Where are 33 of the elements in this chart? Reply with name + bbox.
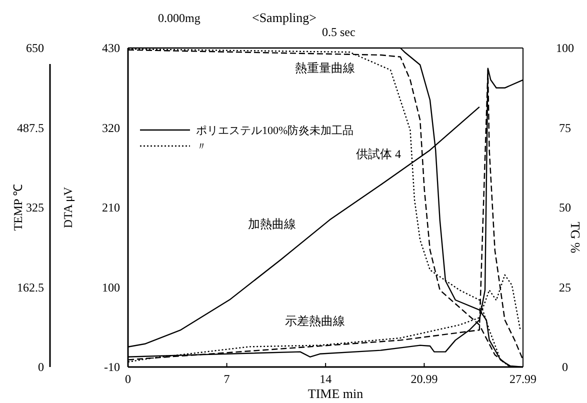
text: 0.000mg xyxy=(158,11,200,25)
y-tick-label: 430 xyxy=(102,41,120,55)
x-tick-label: 14 xyxy=(320,372,332,386)
legend-label: 〃 xyxy=(196,141,207,153)
annotation: 熱重量曲線 xyxy=(295,61,355,75)
y-tick-label: -10 xyxy=(104,360,120,374)
text: <Sampling> xyxy=(252,10,316,25)
y2-tick-label: 50 xyxy=(559,200,571,214)
y3-axis-title: TEMP ℃ xyxy=(11,184,25,231)
x-tick-label: 7 xyxy=(224,372,230,386)
y-tick-label: 100 xyxy=(102,280,120,294)
y3-tick-label: 325 xyxy=(26,200,44,214)
y-tick-label: 320 xyxy=(102,120,120,135)
y2-axis-title: TG % xyxy=(568,222,583,254)
y3-tick-label: 0 xyxy=(38,360,44,374)
y-tick-label: 210 xyxy=(102,200,120,214)
x-tick-label: 20.99 xyxy=(410,372,438,386)
x-tick-label: 0 xyxy=(125,372,131,386)
annotation: 供試体 4 xyxy=(356,147,401,161)
y2-tick-label: 25 xyxy=(559,280,571,294)
y-axis-title: DTA μV xyxy=(61,186,75,228)
y2-tick-label: 0 xyxy=(562,360,568,374)
legend-label: ポリエステル100%防炎未加工品 xyxy=(196,124,354,137)
y3-tick-label: 650 xyxy=(26,41,44,55)
y2-tick-label: 100 xyxy=(556,41,574,55)
y3-tick-label: 487.5 xyxy=(17,120,44,135)
x-tick-label: 27.99 xyxy=(510,372,536,386)
y2-tick-label: 75 xyxy=(559,120,571,135)
annotation: 示差熱曲線 xyxy=(285,314,345,328)
text: 0.5 sec xyxy=(322,25,356,39)
y3-tick-label: 162.5 xyxy=(17,280,44,294)
x-axis-title: TIME min xyxy=(308,386,364,401)
annotation: 加熱曲線 xyxy=(248,217,296,231)
